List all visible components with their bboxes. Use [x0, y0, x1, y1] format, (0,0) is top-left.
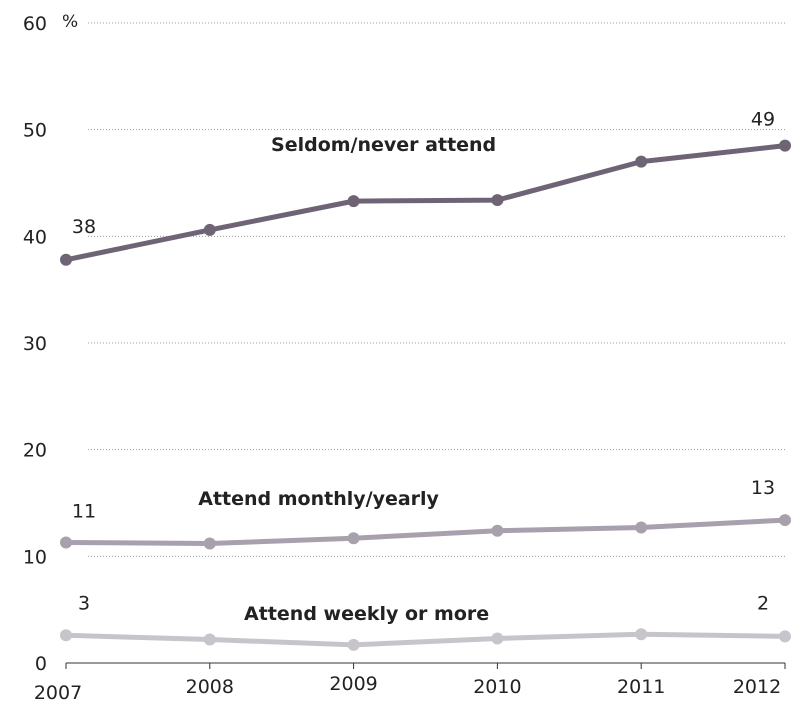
series: [60, 139, 791, 266]
data-point: [635, 628, 648, 641]
y-tick-label: 60: [23, 13, 47, 35]
series-group: [60, 139, 791, 651]
end-value-label: 13: [751, 477, 775, 499]
y-tick-label: 20: [23, 440, 47, 462]
data-labels: 38 49 Seldom/never attend 11 13 Attend monthl…: [72, 109, 775, 625]
y-tick-label: 10: [23, 546, 47, 568]
data-point: [491, 524, 504, 537]
series-line: [65, 143, 786, 263]
end-value-label: 2: [757, 592, 769, 614]
data-point: [60, 536, 72, 549]
series-name-label: Attend weekly or more: [244, 603, 489, 625]
series-name-label: Attend monthly/yearly: [198, 488, 439, 510]
x-tick-label: 2007: [34, 682, 82, 702]
y-tick-label: 40: [23, 226, 47, 248]
start-value-label: 11: [72, 500, 96, 522]
data-point: [347, 638, 360, 651]
data-point: [635, 155, 648, 168]
y-tick-label: 30: [23, 333, 47, 355]
data-point: [203, 223, 216, 236]
data-point: [635, 521, 648, 534]
x-tick-label: 2009: [329, 673, 377, 695]
y-unit-label: %: [62, 12, 78, 32]
data-point: [779, 514, 791, 527]
y-tick-labels: 0 10 20 30 40 50 60: [23, 13, 47, 675]
series-name-label: Seldom/never attend: [271, 134, 496, 156]
grid-lines: [88, 22, 785, 557]
y-tick-label: 0: [35, 653, 47, 675]
data-point: [60, 253, 72, 266]
series: [60, 514, 791, 550]
x-tick-label: 2008: [186, 676, 234, 698]
start-value-label: 38: [72, 216, 96, 238]
data-point: [347, 195, 360, 208]
series-line: [65, 517, 786, 547]
x-tick-label: 2011: [617, 676, 665, 698]
x-tick-labels: 2007 2008 2009 2010 2011 2012: [34, 673, 781, 702]
data-point: [779, 139, 791, 152]
x-axis: [65, 662, 786, 669]
y-tick-label: 50: [23, 120, 47, 142]
data-point: [347, 532, 360, 545]
x-tick-label: 2010: [473, 676, 521, 698]
data-point: [60, 629, 72, 642]
start-value-label: 3: [78, 592, 90, 614]
data-point: [491, 632, 504, 645]
data-point: [491, 194, 504, 207]
series-line: [65, 631, 786, 648]
series: [60, 628, 791, 651]
data-point: [203, 537, 216, 550]
data-point: [203, 633, 216, 646]
x-tick-label: 2012: [733, 676, 781, 698]
data-point: [779, 630, 791, 643]
end-value-label: 49: [751, 109, 775, 131]
